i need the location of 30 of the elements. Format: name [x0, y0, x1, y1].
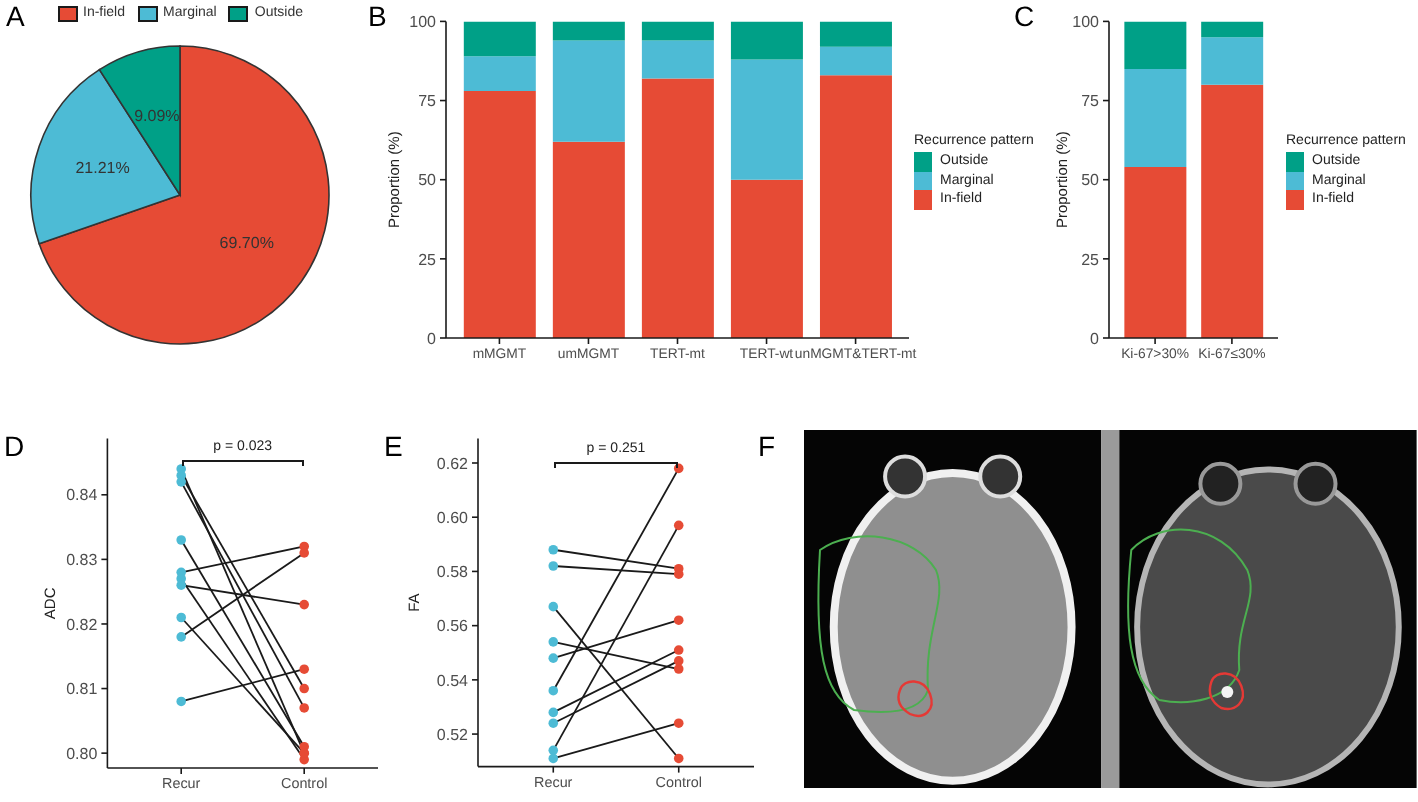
chart-title: A	[6, 0, 25, 32]
data-label: 21.21%	[75, 159, 130, 178]
y-tick-label: 0	[1090, 329, 1101, 348]
y-tick-label: 0.83	[66, 551, 99, 570]
y-tick-label: 0.80	[66, 744, 99, 763]
y-tick-label: 0	[427, 329, 438, 348]
y-tick-label: 100	[409, 13, 438, 32]
y-tick-label: 50	[1081, 171, 1101, 190]
chart-title: E	[384, 430, 403, 462]
y-tick-label: 25	[1081, 250, 1101, 269]
y-tick-label: 0.54	[436, 671, 470, 690]
y-tick-label: 75	[418, 92, 438, 111]
chart-title: D	[4, 430, 25, 462]
y-tick-label: 0.52	[436, 725, 470, 744]
data-label: 69.70%	[219, 233, 274, 252]
chart-title: C	[1014, 0, 1035, 32]
y-tick-label: 100	[1072, 13, 1101, 32]
y-tick-label: 0.58	[436, 563, 470, 582]
y-tick-label: 0.82	[66, 615, 99, 634]
y-tick-label: 0.60	[436, 508, 470, 527]
data-label: 9.09%	[134, 107, 180, 126]
y-tick-label: 25	[418, 250, 438, 269]
y-tick-label: 75	[1081, 92, 1101, 111]
y-tick-label: 0.84	[66, 486, 99, 505]
y-tick-label: 50	[418, 171, 438, 190]
y-tick-label: 0.56	[436, 617, 470, 636]
chart-title: B	[368, 0, 387, 32]
text: F	[758, 430, 776, 462]
y-tick-label: 0.62	[436, 454, 470, 473]
y-tick-label: 0.81	[66, 680, 99, 699]
